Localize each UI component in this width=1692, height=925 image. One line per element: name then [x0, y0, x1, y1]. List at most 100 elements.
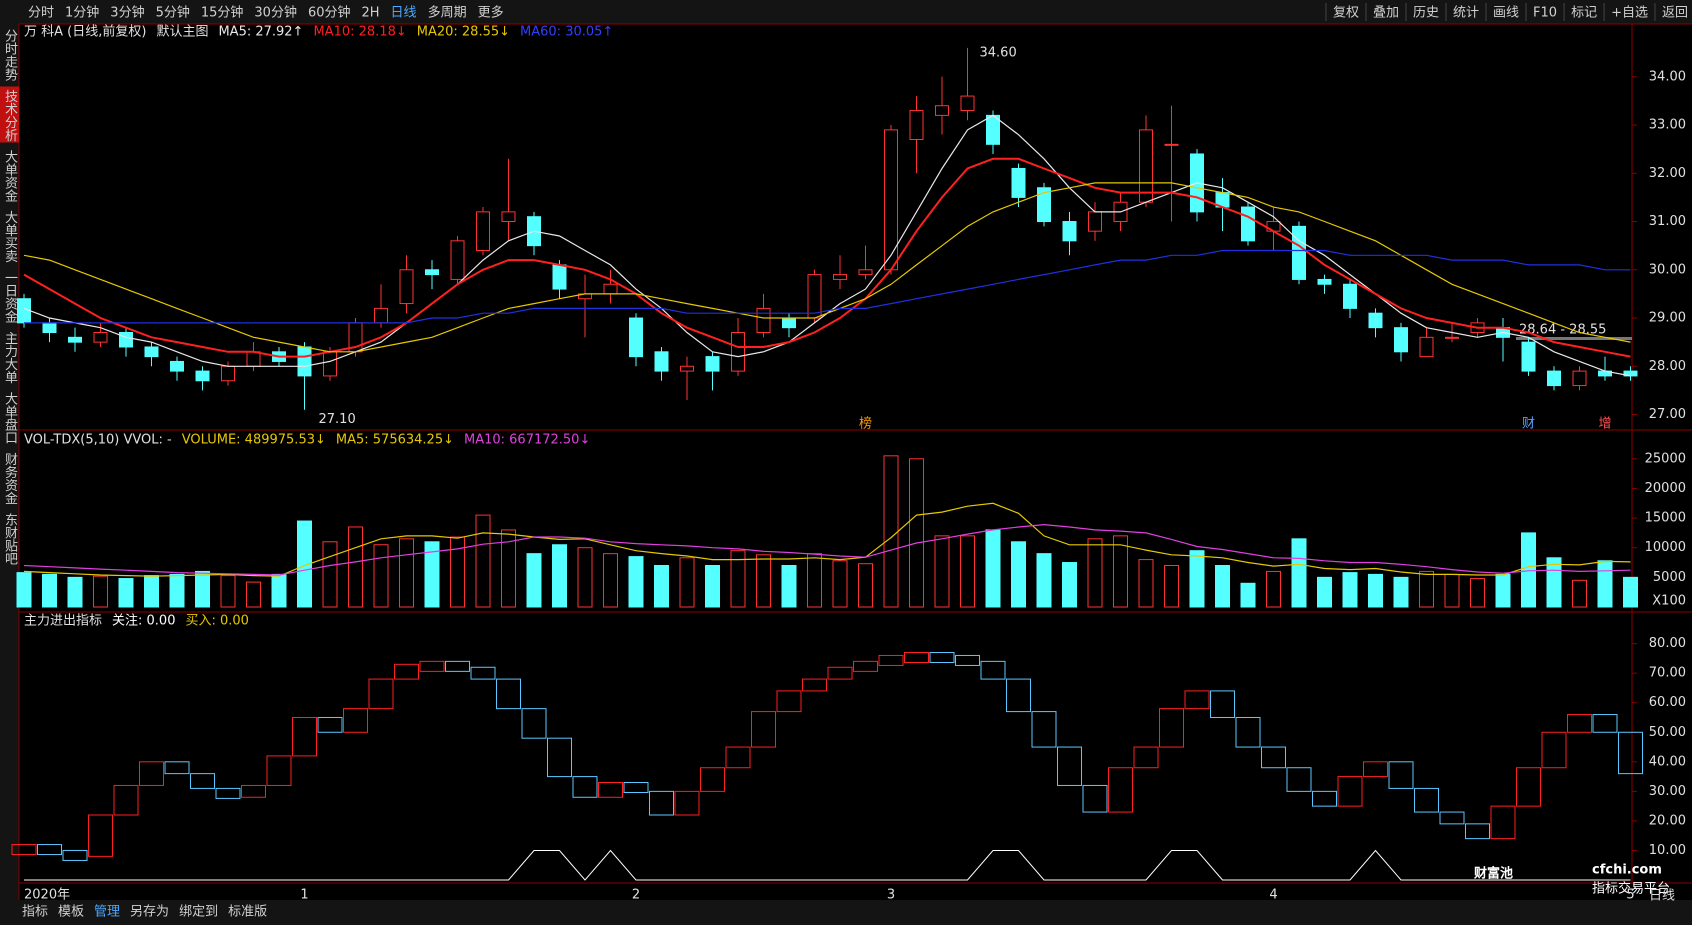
volume-bar [501, 529, 516, 608]
sidebar-tab[interactable]: 大单买卖 [2, 211, 18, 263]
volume-bar [348, 526, 363, 608]
toolbar-button[interactable]: 返回 [1662, 6, 1688, 21]
candle-body [909, 110, 924, 141]
toolbar-tab[interactable]: 1分钟 [65, 5, 99, 21]
toolbar-button[interactable]: 历史 [1413, 6, 1439, 21]
toolbar-tab[interactable]: 分时 [28, 6, 54, 21]
candle-body [1521, 341, 1536, 372]
candle-body [323, 351, 337, 377]
y-tick-label: 60.00 [1649, 695, 1686, 710]
toolbar-tab[interactable]: 日线 [391, 6, 417, 21]
volume-bar [246, 581, 261, 608]
toolbar-button[interactable]: F10 [1533, 6, 1557, 21]
legend-entry: 买入: 0.00 [185, 614, 248, 629]
indicator-box [1133, 746, 1159, 769]
y-tick-label: 20000 [1645, 481, 1686, 496]
volume-bar [1572, 579, 1587, 608]
event-marker[interactable]: 增 [1598, 417, 1611, 432]
bottom-tab[interactable]: 绑定到 [179, 905, 218, 920]
indicator-box [929, 652, 955, 663]
sidebar-tab[interactable]: 一日资金 [2, 271, 18, 323]
sidebar-active-bg [0, 86, 19, 143]
indicator-box [1210, 690, 1235, 719]
sidebar-tab[interactable]: 东财贴吧 [2, 513, 18, 565]
toolbar-button[interactable]: +自选 [1611, 6, 1648, 21]
toolbar-tab[interactable]: 5分钟 [156, 5, 190, 21]
toolbar-button[interactable]: 复权 [1333, 5, 1359, 21]
toolbar-tab[interactable]: 15分钟 [201, 5, 244, 21]
bottom-tab[interactable]: 指标 [22, 905, 48, 920]
toolbar-tab[interactable]: 2H [362, 6, 380, 21]
volume-bar [577, 547, 593, 608]
toolbar-bg [0, 0, 1692, 24]
indicator-box [1312, 790, 1337, 807]
y-tick-label: 50.00 [1649, 725, 1686, 740]
sidebar-tab[interactable]: 大单盘口 [2, 392, 18, 444]
candle-body [399, 269, 414, 305]
indicator-box [113, 784, 139, 816]
toolbar-tab[interactable]: 60分钟 [308, 5, 351, 21]
volume-bar [1189, 550, 1205, 608]
toolbar-button[interactable]: 标记 [1571, 6, 1597, 21]
toolbar-button[interactable]: 统计 [1453, 6, 1479, 21]
indicator-box [598, 782, 623, 798]
line-series [23, 502, 1631, 577]
indicator-box [1159, 708, 1184, 748]
indicator-box [572, 776, 598, 798]
candle-body [42, 322, 57, 334]
candle-body [960, 95, 975, 112]
indicator-box [37, 844, 62, 856]
indicator-box [292, 717, 317, 757]
line-series [23, 523, 1631, 576]
y-tick-label: 31.00 [1649, 214, 1686, 229]
sidebar-tab[interactable]: 财务资金 [2, 453, 18, 505]
candle-body [450, 240, 465, 280]
sidebar-tab[interactable]: 主力大单 [2, 332, 18, 384]
volume-bar [1419, 570, 1434, 608]
toolbar-tab[interactable]: 更多 [478, 5, 504, 21]
sidebar-tab[interactable]: 分时走势 [2, 29, 18, 82]
indicator-box [980, 660, 1006, 680]
toolbar-tab[interactable]: 30分钟 [254, 5, 297, 21]
y-tick-label: 32.00 [1649, 166, 1686, 181]
volume-bar [960, 535, 975, 608]
indicator-box [1031, 711, 1057, 748]
candle-body [1368, 312, 1383, 329]
volume-bar [1266, 570, 1281, 608]
bottom-tab[interactable]: 管理 [94, 905, 120, 920]
indicator-box [878, 654, 904, 666]
sidebar-tab[interactable]: 大单资金 [2, 150, 18, 202]
indicator-box [1567, 714, 1592, 733]
indicator-box [827, 666, 853, 680]
volume-bar [1011, 541, 1026, 608]
bottom-tab[interactable]: 另存为 [130, 905, 169, 920]
unit-label: X100 [1652, 594, 1686, 609]
indicator-box [496, 678, 521, 710]
indicator-box [1439, 811, 1465, 825]
volume-bar [297, 520, 312, 608]
sidebar-tab[interactable]: 技术分析 [2, 90, 18, 142]
candle-body [986, 114, 1000, 145]
event-marker[interactable]: 财 [1522, 417, 1535, 432]
range-bar [1516, 337, 1632, 340]
x-tick-label: 2020年 [24, 888, 70, 903]
volume-bar [1062, 562, 1077, 608]
x-tick-label: 3 [887, 888, 895, 903]
volume-bar [93, 575, 108, 608]
bottom-tab[interactable]: 标准版 [228, 905, 267, 920]
indicator-box [190, 773, 215, 789]
bottom-tab[interactable]: 模板 [58, 905, 84, 920]
volume-bar [1087, 538, 1103, 608]
volume-bar [1597, 560, 1613, 608]
toolbar-button[interactable]: 叠加 [1373, 6, 1399, 21]
indicator-box [776, 690, 802, 713]
indicator-box [1006, 678, 1031, 713]
toolbar-button[interactable]: 画线 [1493, 6, 1519, 21]
toolbar-tab[interactable]: 多周期 [428, 5, 467, 21]
legend-entry: MA10: 667172.50↓ [464, 433, 590, 448]
toolbar-tab[interactable]: 3分钟 [110, 5, 144, 21]
volume-bar [807, 553, 822, 608]
period-label: 日线 [1649, 889, 1675, 904]
x-tick-label: 5 [1626, 888, 1634, 903]
event-marker[interactable]: 榜 [859, 416, 872, 432]
